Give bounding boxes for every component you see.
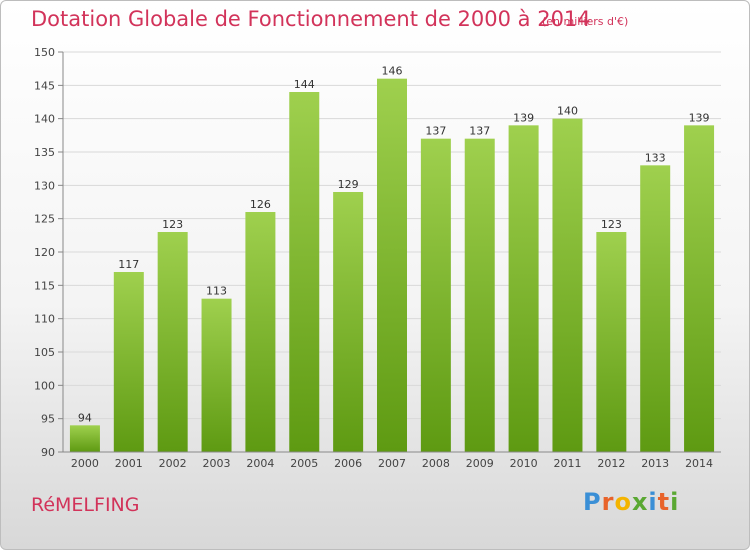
logo-letter: x <box>631 488 649 516</box>
data-label: 146 <box>382 65 403 78</box>
data-label: 94 <box>78 411 92 424</box>
bar-2002 <box>157 232 188 452</box>
y-tick-label: 140 <box>34 113 55 126</box>
x-tick-label: 2010 <box>510 457 538 470</box>
bar-2014 <box>684 125 715 452</box>
y-tick-label: 100 <box>34 379 55 392</box>
data-label: 117 <box>118 258 139 271</box>
y-tick-label: 90 <box>41 446 55 459</box>
data-label: 139 <box>513 111 534 124</box>
bar-2013 <box>640 165 671 453</box>
bars: 94 117 123 113 126 144 129 146 137 137 139 140 123 13… <box>69 65 715 453</box>
data-label: 137 <box>469 125 490 138</box>
bar-2011 <box>552 118 583 453</box>
y-tick-label: 125 <box>34 213 55 226</box>
x-tick-label: 2012 <box>597 457 625 470</box>
data-label: 137 <box>425 125 446 138</box>
logo-letter: i <box>670 488 680 516</box>
bar-2007 <box>377 78 407 453</box>
data-label: 140 <box>557 105 578 118</box>
x-tick-label: 2011 <box>553 457 581 470</box>
data-label: 123 <box>601 218 622 231</box>
y-tick-label: 130 <box>34 179 55 192</box>
x-tick-label: 2009 <box>466 457 494 470</box>
data-label: 126 <box>250 198 271 211</box>
y-tick-label: 110 <box>34 313 55 326</box>
logo-letter: o <box>614 488 632 516</box>
bar-2009 <box>464 138 495 452</box>
data-label: 144 <box>294 78 315 91</box>
x-tick-label: 2006 <box>334 457 362 470</box>
bar-2004 <box>245 212 276 452</box>
logo-letter: r <box>601 488 615 516</box>
y-tick-label: 120 <box>34 246 55 259</box>
x-tick-label: 2005 <box>290 457 318 470</box>
bar-2005 <box>289 92 320 452</box>
x-tick-label: 2003 <box>203 457 231 470</box>
x-tick-label: 2000 <box>71 457 99 470</box>
logo-letter: t <box>657 488 671 516</box>
data-label: 113 <box>206 285 227 298</box>
proxiti-logo: Proxiti <box>583 488 679 516</box>
x-tick-label: 2014 <box>685 457 713 470</box>
bar-2008 <box>420 138 451 452</box>
axes: 90 95 100 105 110 115 120 125 130 135 140 145 150 200… <box>34 46 721 470</box>
bar-2010 <box>508 125 539 452</box>
chart-title: Dotation Globale de Fonctionnement de 20… <box>31 7 591 31</box>
y-tick-label: 150 <box>34 46 55 59</box>
x-tick-label: 2008 <box>422 457 450 470</box>
data-label: 139 <box>689 111 710 124</box>
x-tick-label: 2001 <box>115 457 143 470</box>
data-label: 123 <box>162 218 183 231</box>
commune-name: RéMELFING <box>31 494 140 516</box>
x-tick-label: 2002 <box>159 457 187 470</box>
y-tick-label: 95 <box>41 413 55 426</box>
y-tick-label: 115 <box>34 279 55 292</box>
data-label: 129 <box>338 178 359 191</box>
data-label: 133 <box>645 151 666 164</box>
chart-unit: (en milliers d'€) <box>542 15 629 28</box>
logo-letter: P <box>583 488 602 516</box>
bar-2012 <box>596 232 627 452</box>
bar-2003 <box>201 298 232 452</box>
y-tick-label: 105 <box>34 346 55 359</box>
bar-2006 <box>333 192 364 452</box>
x-tick-label: 2013 <box>641 457 669 470</box>
x-tick-label: 2004 <box>246 457 274 470</box>
logo-letter: i <box>648 488 658 516</box>
y-tick-label: 135 <box>34 146 55 159</box>
bar-2000 <box>69 425 100 452</box>
x-tick-label: 2007 <box>378 457 406 470</box>
y-tick-label: 145 <box>34 79 55 92</box>
bar-2001 <box>113 272 144 452</box>
